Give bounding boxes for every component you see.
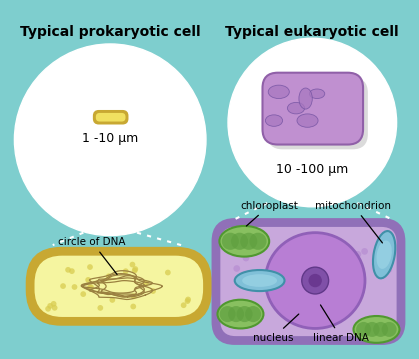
Circle shape [243,255,249,261]
Ellipse shape [265,115,282,126]
Circle shape [354,251,361,258]
Circle shape [242,275,249,281]
Circle shape [109,297,115,303]
Text: Typical prokaryotic cell: Typical prokaryotic cell [20,25,201,39]
Circle shape [237,306,253,322]
FancyBboxPatch shape [28,249,210,324]
Ellipse shape [310,89,325,99]
Circle shape [88,284,94,290]
Text: 1 -10 μm: 1 -10 μm [82,132,138,145]
Circle shape [356,322,371,337]
Circle shape [365,322,380,337]
Circle shape [150,288,156,294]
FancyBboxPatch shape [34,256,203,317]
Ellipse shape [299,88,312,109]
Circle shape [80,291,86,297]
Circle shape [222,233,239,250]
Text: Typical eukaryotic cell: Typical eukaryotic cell [225,25,399,39]
Circle shape [131,293,137,299]
Circle shape [231,233,248,250]
Text: circle of DNA: circle of DNA [58,237,126,275]
Circle shape [228,306,244,322]
FancyBboxPatch shape [96,113,126,122]
Ellipse shape [235,270,285,291]
Circle shape [325,292,331,298]
Circle shape [373,322,388,337]
Circle shape [382,322,397,337]
Circle shape [45,306,51,312]
Circle shape [185,298,190,304]
Circle shape [143,281,149,286]
Circle shape [233,265,240,272]
Circle shape [87,264,93,270]
Circle shape [287,269,294,276]
Circle shape [106,274,111,279]
Circle shape [132,266,138,272]
Circle shape [248,282,254,289]
Text: linear DNA: linear DNA [313,305,369,343]
Circle shape [361,248,368,255]
Circle shape [220,306,235,322]
Circle shape [228,38,397,207]
Circle shape [347,276,354,283]
Ellipse shape [265,233,365,328]
Ellipse shape [308,274,322,287]
Circle shape [274,260,281,266]
Circle shape [60,283,66,289]
Ellipse shape [297,114,318,127]
FancyBboxPatch shape [262,73,363,145]
FancyBboxPatch shape [94,111,127,123]
Circle shape [69,268,75,274]
Circle shape [85,277,91,283]
Circle shape [385,266,392,273]
Circle shape [132,268,137,274]
Circle shape [130,304,136,309]
Circle shape [292,269,299,276]
Circle shape [231,250,238,257]
Ellipse shape [220,226,269,257]
Circle shape [273,282,279,288]
Circle shape [372,256,379,263]
Ellipse shape [302,267,328,294]
Circle shape [72,284,78,290]
Ellipse shape [287,102,305,114]
Circle shape [269,281,276,288]
Ellipse shape [376,241,392,269]
Circle shape [307,320,313,327]
Circle shape [340,312,347,319]
Circle shape [332,265,339,272]
FancyBboxPatch shape [220,227,397,336]
Circle shape [87,285,93,290]
Circle shape [14,44,206,236]
Ellipse shape [373,231,395,278]
Circle shape [129,262,135,267]
Ellipse shape [217,300,264,328]
Ellipse shape [354,316,399,343]
Ellipse shape [268,85,289,99]
FancyBboxPatch shape [267,78,368,149]
Circle shape [240,233,257,250]
Circle shape [98,305,103,311]
Text: mitochondrion: mitochondrion [316,201,391,243]
Circle shape [165,270,171,275]
FancyBboxPatch shape [214,220,403,343]
Circle shape [47,303,53,309]
Circle shape [51,301,57,307]
Text: 10 -100 μm: 10 -100 μm [276,163,349,176]
Circle shape [181,302,186,308]
Text: nucleus: nucleus [253,314,299,343]
Circle shape [123,268,129,274]
Circle shape [251,236,258,242]
Circle shape [65,267,71,273]
Ellipse shape [242,274,277,287]
Text: chloroplast: chloroplast [240,201,298,226]
Circle shape [245,306,261,322]
Circle shape [249,233,266,250]
Circle shape [52,305,57,311]
Circle shape [185,297,191,302]
